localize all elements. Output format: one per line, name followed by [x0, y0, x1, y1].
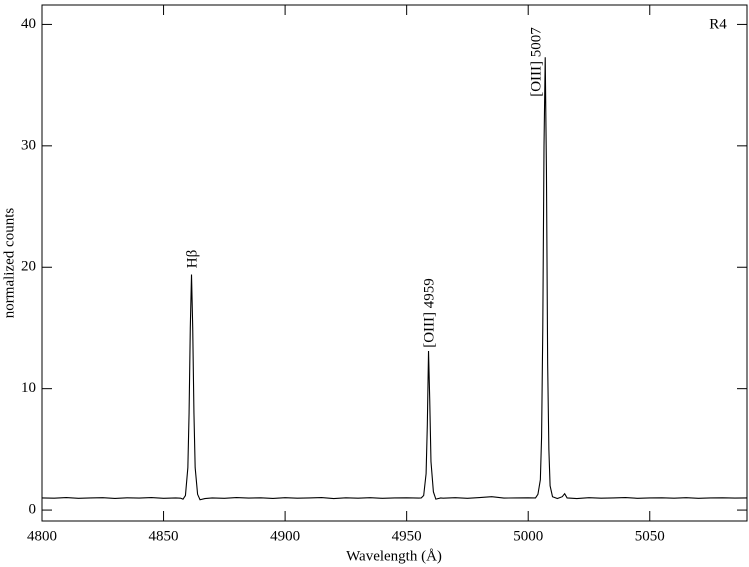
- y-tick-label: 10: [21, 380, 36, 396]
- plot-frame: [41, 4, 748, 522]
- annotation: [OIII] 5007: [528, 27, 544, 97]
- x-tick-label: 5000: [513, 528, 543, 544]
- x-axis-label: Wavelength (Å): [346, 548, 442, 564]
- x-tick-label: 5050: [635, 528, 665, 544]
- annotation: [OIII] 4959: [421, 278, 437, 348]
- x-tick-label: 4800: [27, 528, 57, 544]
- annotation: R4: [709, 16, 727, 32]
- x-tick-label: 4950: [392, 528, 422, 544]
- spectrum-line: [41, 57, 748, 501]
- y-axis-label: normalized counts: [1, 208, 17, 319]
- x-tick-label: 4850: [149, 528, 179, 544]
- y-tick-label: 20: [21, 259, 36, 275]
- y-tick-label: 40: [21, 16, 36, 32]
- y-tick-label: 0: [29, 502, 37, 518]
- annotation: Hβ: [184, 250, 200, 268]
- y-tick-label: 30: [21, 137, 36, 153]
- x-tick-label: 4900: [270, 528, 300, 544]
